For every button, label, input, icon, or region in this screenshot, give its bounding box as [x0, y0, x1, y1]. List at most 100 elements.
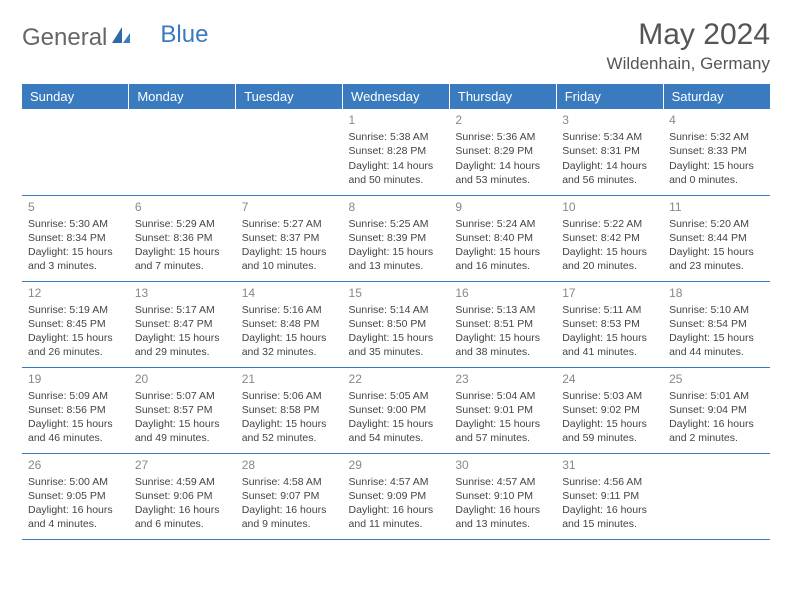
sunset-line: Sunset: 8:54 PM: [669, 317, 764, 331]
daylight-line: Daylight: 16 hours and 4 minutes.: [28, 503, 123, 531]
sunset-line: Sunset: 8:39 PM: [349, 231, 444, 245]
day-number: 19: [28, 371, 123, 387]
calendar-cell: 6Sunrise: 5:29 AMSunset: 8:36 PMDaylight…: [129, 195, 236, 281]
sunrise-line: Sunrise: 4:56 AM: [562, 475, 657, 489]
sunset-line: Sunset: 8:57 PM: [135, 403, 230, 417]
sunset-line: Sunset: 9:06 PM: [135, 489, 230, 503]
calendar-cell: 17Sunrise: 5:11 AMSunset: 8:53 PMDayligh…: [556, 281, 663, 367]
sunset-line: Sunset: 9:09 PM: [349, 489, 444, 503]
calendar-cell: 9Sunrise: 5:24 AMSunset: 8:40 PMDaylight…: [449, 195, 556, 281]
calendar-cell: 8Sunrise: 5:25 AMSunset: 8:39 PMDaylight…: [343, 195, 450, 281]
daylight-line: Daylight: 15 hours and 26 minutes.: [28, 331, 123, 359]
weekday-header: Wednesday: [343, 84, 450, 109]
sunset-line: Sunset: 8:44 PM: [669, 231, 764, 245]
day-number: 5: [28, 199, 123, 215]
calendar-cell: 12Sunrise: 5:19 AMSunset: 8:45 PMDayligh…: [22, 281, 129, 367]
day-number: 25: [669, 371, 764, 387]
daylight-line: Daylight: 15 hours and 49 minutes.: [135, 417, 230, 445]
sunrise-line: Sunrise: 5:20 AM: [669, 217, 764, 231]
sunset-line: Sunset: 8:50 PM: [349, 317, 444, 331]
day-number: 2: [455, 112, 550, 128]
day-number: 4: [669, 112, 764, 128]
daylight-line: Daylight: 15 hours and 10 minutes.: [242, 245, 337, 273]
day-number: 20: [135, 371, 230, 387]
daylight-line: Daylight: 15 hours and 29 minutes.: [135, 331, 230, 359]
day-number: 17: [562, 285, 657, 301]
sunset-line: Sunset: 8:53 PM: [562, 317, 657, 331]
daylight-line: Daylight: 15 hours and 52 minutes.: [242, 417, 337, 445]
day-number: 8: [349, 199, 444, 215]
daylight-line: Daylight: 15 hours and 13 minutes.: [349, 245, 444, 273]
calendar-row: 26 Sunrise: 5:00 AMSunset: 9:05 PMDayligh…: [22, 453, 770, 539]
day-number: 14: [242, 285, 337, 301]
calendar-cell: 22 Sunrise: 5:05 AMSunset: 9:00 PMDayligh…: [343, 367, 450, 453]
header: General Blue May 2024 Wildenhain, German…: [22, 18, 770, 74]
sunrise-line: Sunrise: 5:32 AM: [669, 130, 764, 144]
weekday-header: Tuesday: [236, 84, 343, 109]
day-number: 23: [455, 371, 550, 387]
sunrise-line: Sunrise: 5:30 AM: [28, 217, 123, 231]
sunset-line: Sunset: 8:42 PM: [562, 231, 657, 245]
day-number: 18: [669, 285, 764, 301]
day-number: 7: [242, 199, 337, 215]
day-number: 12: [28, 285, 123, 301]
sunset-line: Sunset: 9:10 PM: [455, 489, 550, 503]
calendar-row: 1Sunrise: 5:38 AMSunset: 8:28 PMDaylight…: [22, 109, 770, 195]
day-number: 21: [242, 371, 337, 387]
sunset-line: Sunset: 8:36 PM: [135, 231, 230, 245]
calendar-cell: 7Sunrise: 5:27 AMSunset: 8:37 PMDaylight…: [236, 195, 343, 281]
daylight-line: Daylight: 15 hours and 23 minutes.: [669, 245, 764, 273]
day-number: 22: [349, 371, 444, 387]
sunrise-line: Sunrise: 5:05 AM: [349, 389, 444, 403]
daylight-line: Daylight: 15 hours and 54 minutes.: [349, 417, 444, 445]
calendar-table: Sunday Monday Tuesday Wednesday Thursday…: [22, 84, 770, 540]
calendar-row: 19Sunrise: 5:09 AMSunset: 8:56 PMDayligh…: [22, 367, 770, 453]
day-number: 27: [135, 457, 230, 473]
calendar-cell: 10Sunrise: 5:22 AMSunset: 8:42 PMDayligh…: [556, 195, 663, 281]
calendar-cell: 25Sunrise: 5:01 AMSunset: 9:04 PMDayligh…: [663, 367, 770, 453]
day-number: 15: [349, 285, 444, 301]
sunrise-line: Sunrise: 5:03 AM: [562, 389, 657, 403]
calendar-cell: 21Sunrise: 5:06 AMSunset: 8:58 PMDayligh…: [236, 367, 343, 453]
calendar-cell: [236, 109, 343, 195]
sunset-line: Sunset: 8:56 PM: [28, 403, 123, 417]
daylight-line: Daylight: 14 hours and 53 minutes.: [455, 159, 550, 187]
sunrise-line: Sunrise: 5:38 AM: [349, 130, 444, 144]
daylight-line: Daylight: 15 hours and 7 minutes.: [135, 245, 230, 273]
sunrise-line: Sunrise: 5:29 AM: [135, 217, 230, 231]
sunrise-line: Sunrise: 4:59 AM: [135, 475, 230, 489]
sunset-line: Sunset: 9:11 PM: [562, 489, 657, 503]
calendar-cell: 23Sunrise: 5:04 AMSunset: 9:01 PMDayligh…: [449, 367, 556, 453]
calendar-cell: 19Sunrise: 5:09 AMSunset: 8:56 PMDayligh…: [22, 367, 129, 453]
sunset-line: Sunset: 8:58 PM: [242, 403, 337, 417]
location: Wildenhain, Germany: [607, 54, 770, 74]
daylight-line: Daylight: 15 hours and 46 minutes.: [28, 417, 123, 445]
daylight-line: Daylight: 14 hours and 56 minutes.: [562, 159, 657, 187]
sunrise-line: Sunrise: 5:10 AM: [669, 303, 764, 317]
sunrise-line: Sunrise: 5:16 AM: [242, 303, 337, 317]
day-number: 26: [28, 457, 123, 473]
sunset-line: Sunset: 8:29 PM: [455, 144, 550, 158]
calendar-cell: [22, 109, 129, 195]
daylight-line: Daylight: 15 hours and 44 minutes.: [669, 331, 764, 359]
title-block: May 2024 Wildenhain, Germany: [607, 18, 770, 74]
calendar-cell: 31Sunrise: 4:56 AMSunset: 9:11 PMDayligh…: [556, 453, 663, 539]
daylight-line: Daylight: 15 hours and 32 minutes.: [242, 331, 337, 359]
calendar-cell: 30Sunrise: 4:57 AMSunset: 9:10 PMDayligh…: [449, 453, 556, 539]
day-number: 31: [562, 457, 657, 473]
day-number: 30: [455, 457, 550, 473]
weekday-header: Monday: [129, 84, 236, 109]
sunset-line: Sunset: 8:47 PM: [135, 317, 230, 331]
logo-text-general: General: [22, 24, 107, 52]
calendar-cell: 29Sunrise: 4:57 AMSunset: 9:09 PMDayligh…: [343, 453, 450, 539]
calendar-cell: 16Sunrise: 5:13 AMSunset: 8:51 PMDayligh…: [449, 281, 556, 367]
sunrise-line: Sunrise: 5:00 AM: [28, 475, 123, 489]
sunset-line: Sunset: 9:00 PM: [349, 403, 444, 417]
calendar-cell: 1Sunrise: 5:38 AMSunset: 8:28 PMDaylight…: [343, 109, 450, 195]
sunset-line: Sunset: 9:04 PM: [669, 403, 764, 417]
sunset-line: Sunset: 9:05 PM: [28, 489, 123, 503]
sunset-line: Sunset: 8:40 PM: [455, 231, 550, 245]
sunrise-line: Sunrise: 5:27 AM: [242, 217, 337, 231]
calendar-row: 5Sunrise: 5:30 AMSunset: 8:34 PMDaylight…: [22, 195, 770, 281]
sunrise-line: Sunrise: 5:01 AM: [669, 389, 764, 403]
